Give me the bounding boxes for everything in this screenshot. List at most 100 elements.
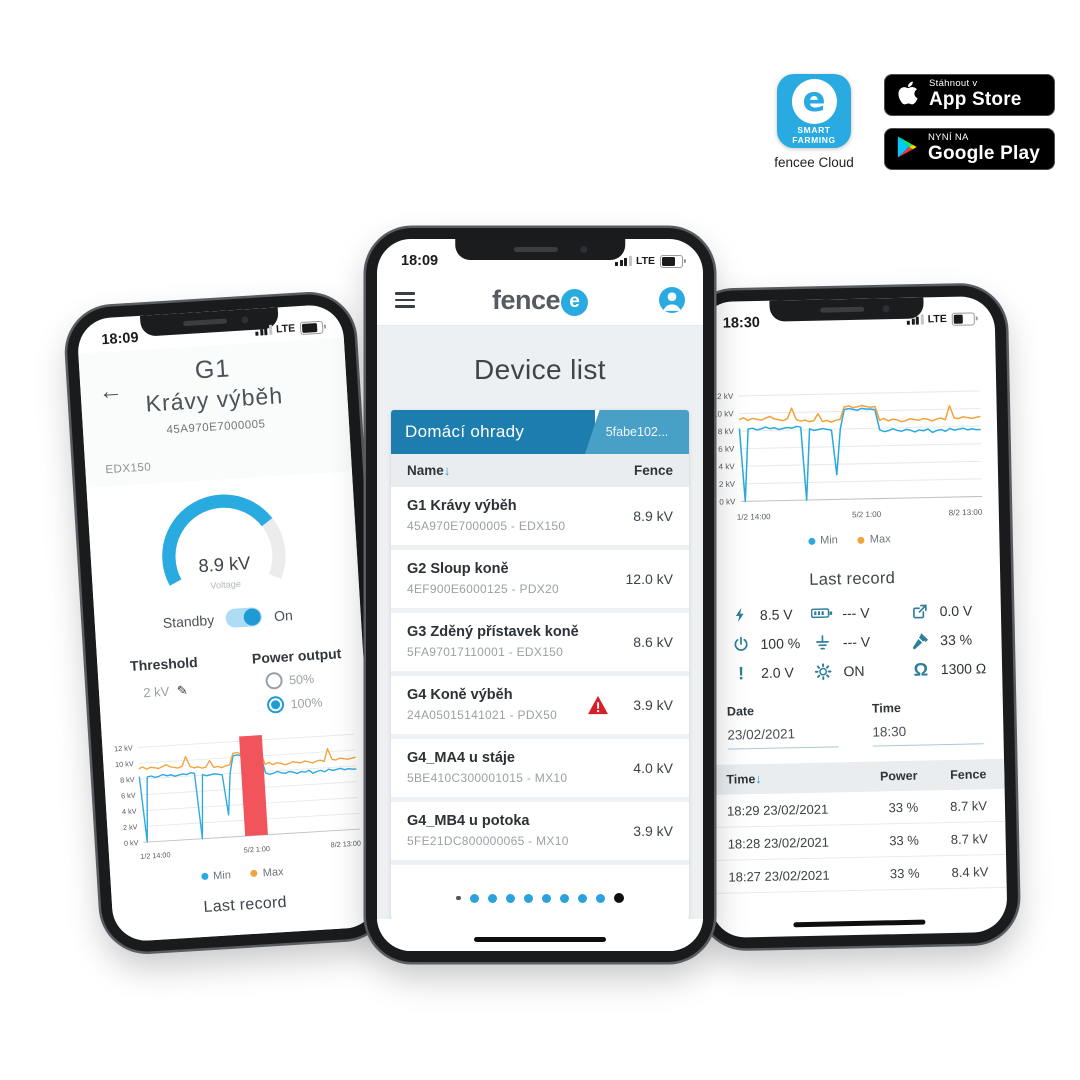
device-row[interactable]: G1 Krávy výběh 45A970E7000005 - EDX150 8.9…: [391, 487, 689, 550]
warning-icon: [587, 695, 609, 715]
power-output-option-50[interactable]: 50%: [264, 669, 332, 690]
device-name: G4_MA4 u stáje: [407, 750, 515, 766]
app-store-name: App Store: [929, 88, 1022, 110]
svg-text:8/2 13:00: 8/2 13:00: [949, 508, 983, 518]
device-name: G4_MB4 u potoka: [407, 813, 530, 829]
device-name: G3 Zděný přístavek koně: [407, 624, 579, 640]
gear-icon: [812, 663, 834, 681]
last-record-item: 100 %: [729, 634, 812, 654]
page-dot[interactable]: [613, 893, 624, 903]
apple-icon: [897, 80, 919, 111]
group-id[interactable]: 5fabe102...: [585, 410, 689, 454]
signal-icon: [615, 256, 632, 266]
column-fence[interactable]: Fence: [633, 463, 673, 478]
device-row[interactable]: G4 Koně výběh 24A05015141021 - PDX50 3.9 k…: [391, 676, 689, 739]
voltage-history-chart: 12 kV 10 kV 8 kV 6 kV 4 kV 2 kV 0 kV 1/2 14:00 5…: [706, 382, 989, 549]
page-dot[interactable]: [559, 893, 569, 903]
fencee-logo: fence e: [492, 285, 589, 316]
page-dot[interactable]: [456, 895, 461, 901]
legend-dot-icon: [250, 870, 259, 878]
record-fence: 8.7 kV: [950, 831, 988, 848]
page-dot[interactable]: [469, 893, 479, 903]
last-record-grid: 8.5 V --- V 0.0 V 100 % --- V 33 %! 2.0 V ON Ω 13…: [729, 600, 989, 684]
svg-text:6 kV: 6 kV: [718, 445, 735, 454]
device-row[interactable]: G2 Sloup koně 4EF900E6000125 - PDX20 12.0 …: [391, 550, 689, 613]
svg-text:0 kV: 0 kV: [124, 838, 139, 848]
page-dot[interactable]: [505, 893, 515, 903]
records-column-fence[interactable]: Fence: [950, 767, 987, 783]
record-value: --- V: [842, 633, 871, 651]
device-model: EDX150: [105, 461, 152, 477]
page-dot[interactable]: [541, 893, 551, 903]
google-play-badge[interactable]: NYNÍ NA Google Play: [884, 128, 1056, 170]
radio-unchecked-icon[interactable]: [264, 671, 283, 690]
app-store-badge[interactable]: Stáhnout v App Store: [884, 74, 1056, 116]
standby-on-label: On: [273, 606, 294, 624]
record-value: 100 %: [760, 635, 801, 653]
page-dot[interactable]: [487, 893, 497, 903]
svg-text:4 kV: 4 kV: [122, 806, 137, 816]
app-icon-label: fencee Cloud: [774, 155, 854, 170]
ohm-icon: Ω: [913, 659, 929, 680]
device-row[interactable]: G3 Zděný přístavek koně 5FA97017110001 - …: [391, 613, 689, 676]
svg-text:12 kV: 12 kV: [713, 392, 734, 401]
page-dot[interactable]: [577, 893, 587, 903]
user-avatar[interactable]: [659, 287, 685, 313]
power-output-option-100[interactable]: 100%: [266, 693, 333, 714]
last-record-item: 8.5 V: [729, 604, 812, 625]
record-fence: 8.4 kV: [951, 864, 989, 881]
back-arrow-icon[interactable]: ←: [97, 377, 124, 406]
signal-icon: [907, 314, 924, 325]
last-record-item: ON: [812, 661, 910, 681]
svg-text:1/2 14:00: 1/2 14:00: [140, 850, 171, 861]
sort-arrow-icon: ↓: [755, 772, 762, 787]
record-time: 18:27 23/02/2021: [728, 867, 830, 885]
status-time: 18:30: [722, 314, 761, 332]
hammer-icon: [909, 632, 931, 650]
fence-voltage: 8.9 kV: [633, 507, 673, 524]
sort-arrow-icon: ↓: [443, 463, 451, 478]
device-serial: 24A05015141021 - PDX50: [407, 708, 558, 722]
records-column-power[interactable]: Power: [879, 768, 918, 784]
svg-text:1/2 14:00: 1/2 14:00: [737, 512, 771, 522]
fencee-logo-circle: e: [791, 79, 837, 124]
threshold-title: Threshold: [129, 653, 199, 675]
output-icon: [908, 602, 930, 620]
voltage-history-chart: 12 kV 10 kV 8 kV 6 kV 4 kV 2 kV 0 kV 1/2 14:00 5…: [108, 726, 369, 888]
edit-pencil-icon[interactable]: ✎: [176, 682, 189, 699]
device-row[interactable]: G4_MA4 u stáje 5BE410C300001015 - MX10 4.0…: [391, 739, 689, 802]
chart-svg: 12 kV 10 kV 8 kV 6 kV 4 kV 2 kV 0 kV1/2 14:00 5…: [114, 733, 361, 861]
ground-icon: [812, 634, 834, 652]
device-row[interactable]: G4_MB4 u potoka 5FE21DC800000065 - MX10 3.…: [391, 802, 689, 865]
date-filter: Date 23/02/2021: [727, 702, 839, 750]
app-store-prefix: Stáhnout v: [929, 78, 978, 90]
menu-icon[interactable]: [395, 292, 415, 308]
phone-device-detail: 18:09 LTE ← G1 Krávy výběh 45A970E700000…: [64, 291, 392, 955]
page-dot[interactable]: [523, 893, 533, 903]
last-record-item: 33 %: [909, 630, 988, 650]
last-record-item: --- V: [812, 632, 910, 652]
record-time: 18:28 23/02/2021: [727, 834, 830, 852]
last-record-link[interactable]: Last record: [203, 893, 288, 916]
status-time: 18:09: [101, 329, 140, 349]
time-filter: Time 18:30: [872, 699, 984, 747]
records-column-time[interactable]: Time↓: [726, 772, 762, 787]
record-value: 2.0 V: [760, 664, 795, 682]
standby-toggle[interactable]: [225, 606, 263, 629]
date-input[interactable]: 23/02/2021: [727, 725, 839, 750]
app-bar: fence e: [377, 275, 703, 326]
fencee-cloud-app-icon: e SMART FARMING: [777, 74, 851, 148]
exclamation-icon: !: [737, 663, 745, 684]
fencee-e-letter: e: [802, 79, 826, 120]
svg-text:2 kV: 2 kV: [123, 822, 138, 832]
google-play-icon: [897, 135, 918, 164]
time-input[interactable]: 18:30: [872, 722, 984, 747]
record-value: 0.0 V: [939, 602, 973, 619]
record-power: 33 %: [888, 799, 919, 816]
radio-checked-icon[interactable]: [266, 695, 285, 714]
app-promo-area: e SMART FARMING fencee Cloud Stáhnout v …: [768, 74, 1056, 170]
column-name[interactable]: Name↓: [407, 463, 451, 478]
svg-text:10 kV: 10 kV: [713, 409, 734, 418]
page-dot[interactable]: [595, 893, 605, 903]
home-indicator[interactable]: [474, 937, 606, 942]
